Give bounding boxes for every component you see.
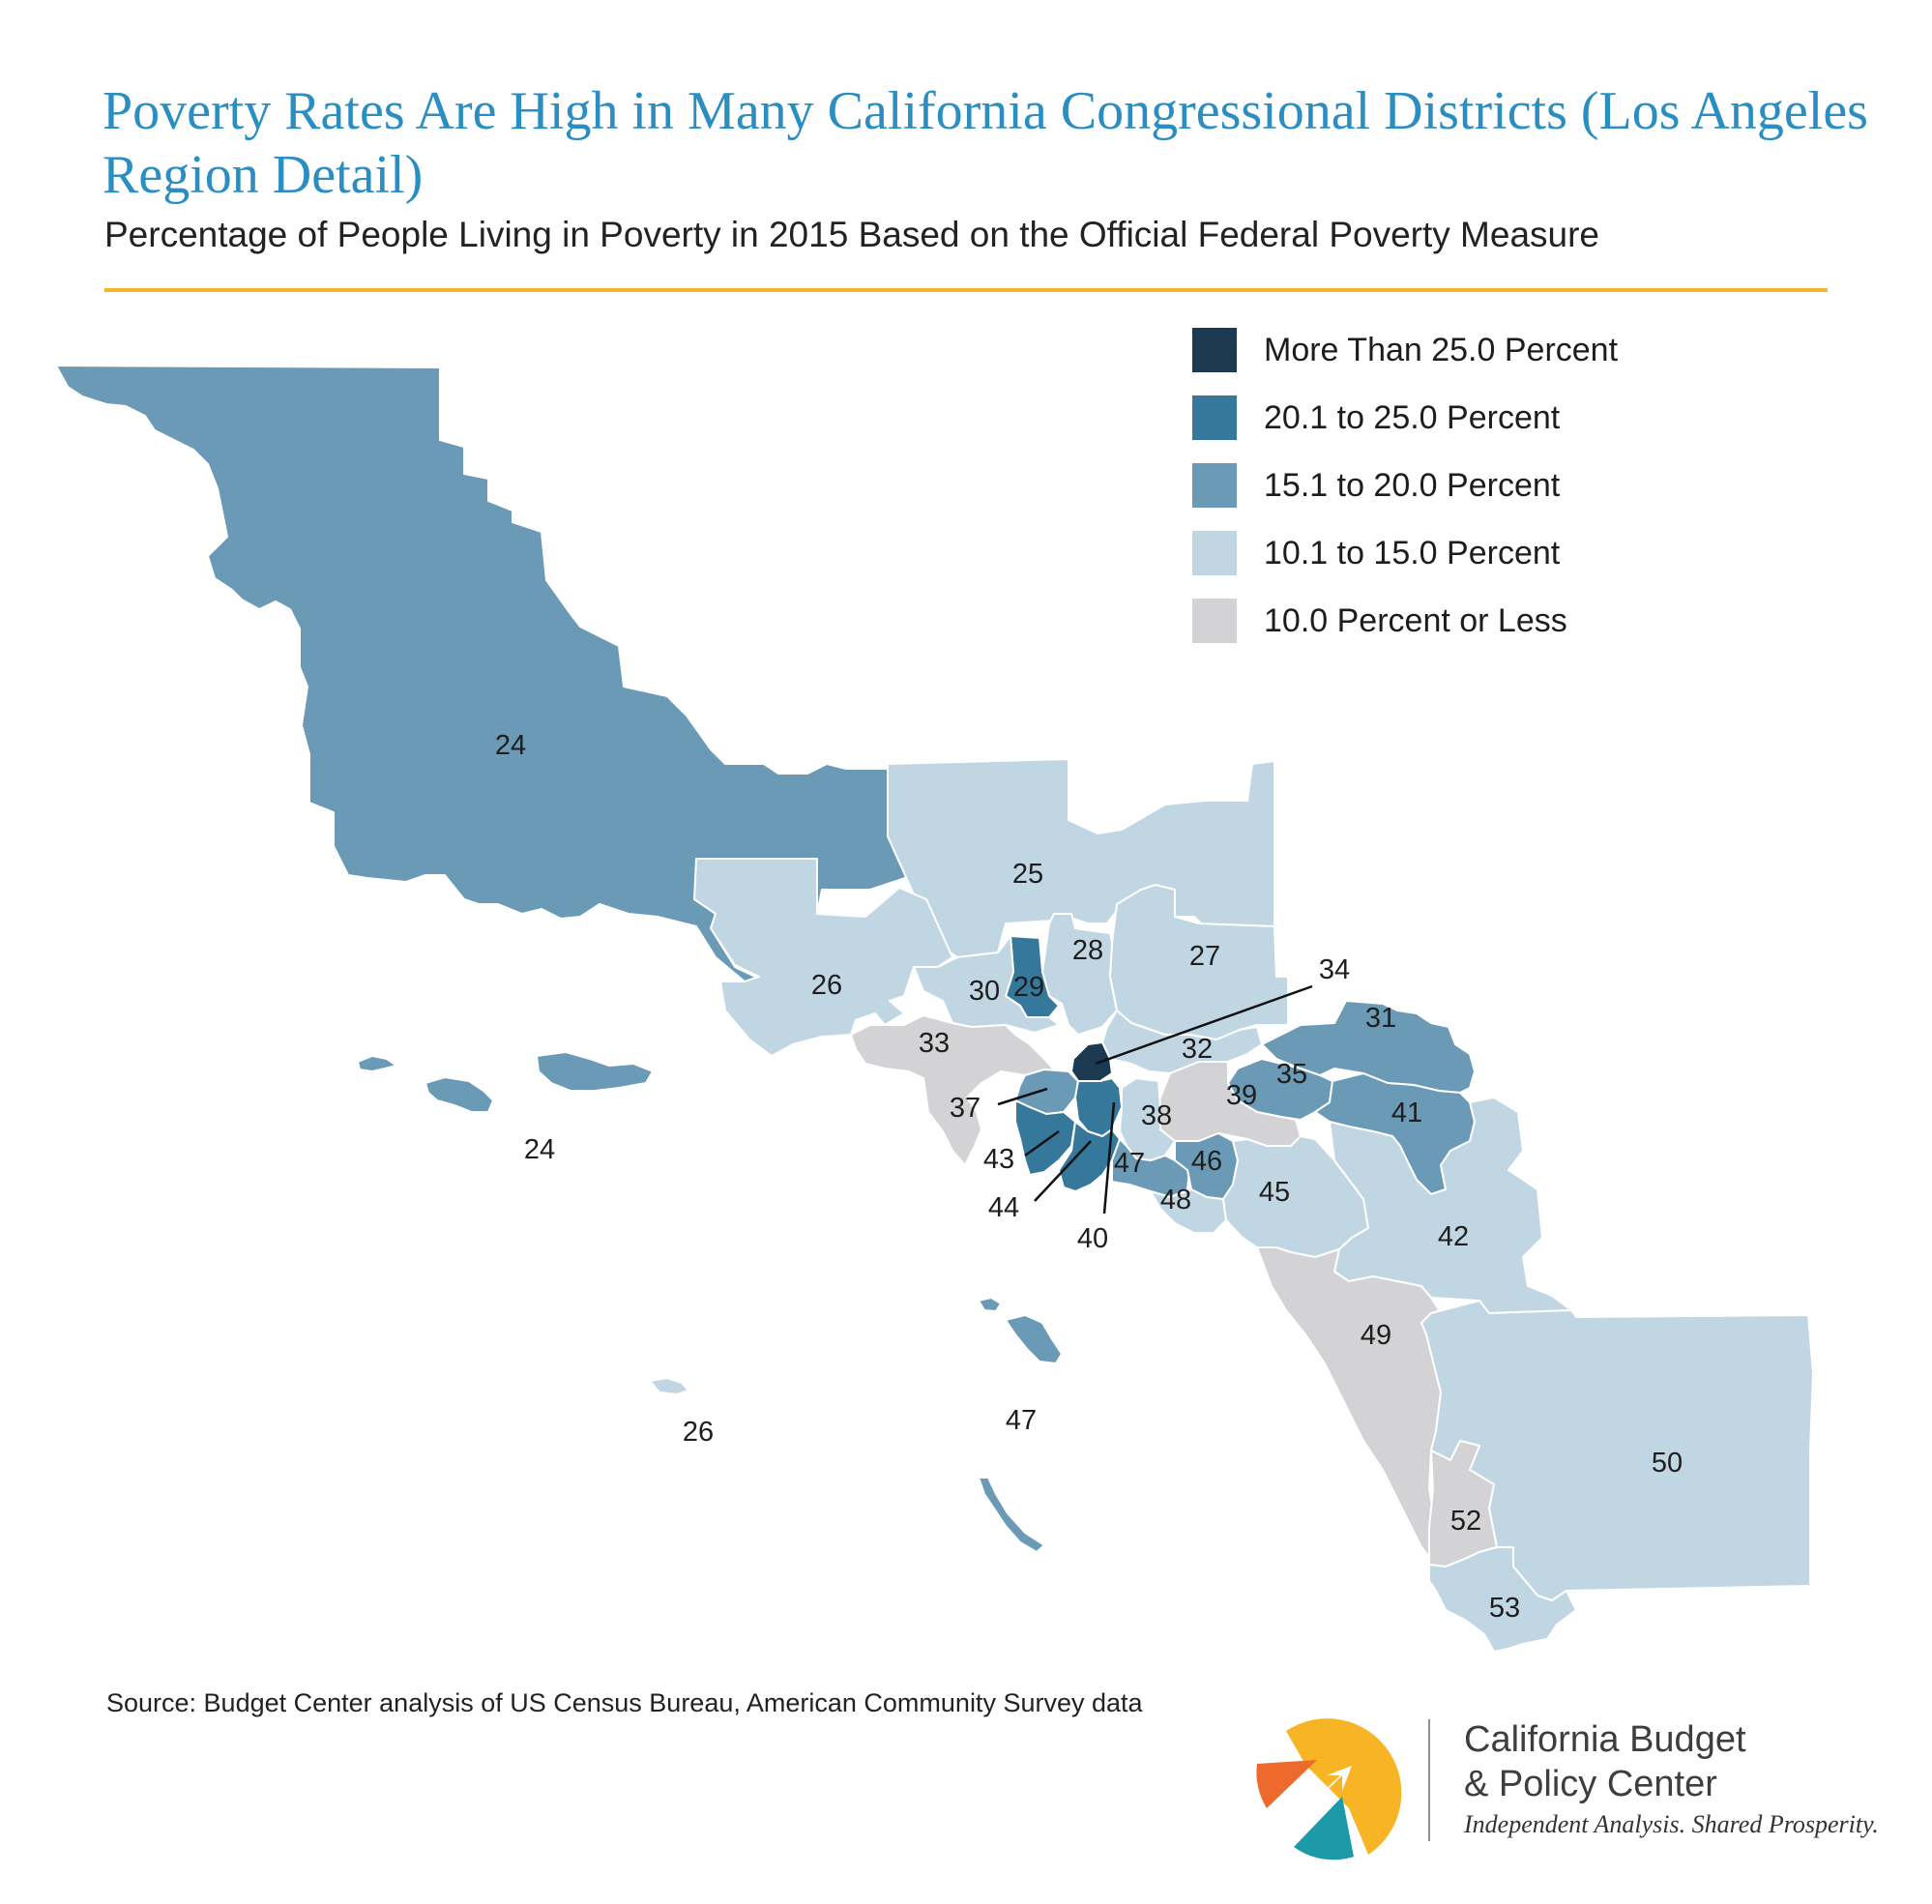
district-53-region[interactable] — [1428, 1546, 1577, 1653]
label-island-26: 26 — [683, 1417, 714, 1448]
legend-item-15-20: 15.1 to 20.0 Percent — [1192, 462, 1618, 509]
chart-title: Poverty Rates Are High in Many Californi… — [102, 81, 1868, 205]
legend-item-over-25: More Than 25.0 Percent — [1192, 327, 1618, 373]
label-district-34: 34 — [1319, 954, 1350, 985]
legend-label: 20.1 to 25.0 Percent — [1264, 398, 1561, 436]
leader-line-43 — [1024, 1129, 1060, 1157]
label-district-38: 38 — [1141, 1100, 1172, 1131]
district-26-region[interactable] — [693, 858, 953, 1057]
label-district-45: 45 — [1259, 1177, 1290, 1208]
island-26-san-nicolas[interactable] — [649, 1377, 689, 1395]
district-49-region[interactable] — [1256, 1246, 1442, 1558]
district-30-region[interactable] — [913, 935, 1060, 1034]
label-district-33: 33 — [919, 1028, 950, 1059]
label-district-30: 30 — [969, 976, 1000, 1007]
district-44-region[interactable] — [1058, 1121, 1121, 1192]
leader-line-44 — [1034, 1140, 1092, 1202]
source-note: Source: Budget Center analysis of US Cen… — [106, 1688, 1143, 1717]
label-district-44: 44 — [988, 1192, 1019, 1223]
logo-divider — [1428, 1719, 1430, 1841]
label-district-40: 40 — [1077, 1223, 1108, 1254]
legend-swatch — [1192, 328, 1237, 372]
organization-tagline: Independent Analysis. Shared Prosperity. — [1464, 1810, 1879, 1838]
district-33-region[interactable] — [850, 1014, 1060, 1166]
legend-item-20-25: 20.1 to 25.0 Percent — [1192, 395, 1618, 441]
island-24-anacapa[interactable] — [357, 1055, 397, 1072]
logo-arrow — [1305, 1766, 1352, 1810]
cbpc-logo-icon — [1256, 1718, 1402, 1860]
district-42-region[interactable] — [1329, 1097, 1572, 1314]
legend-label: 10.1 to 15.0 Percent — [1264, 534, 1561, 571]
label-district-50: 50 — [1652, 1448, 1683, 1479]
label-district-46: 46 — [1191, 1146, 1222, 1177]
label-district-41: 41 — [1391, 1098, 1422, 1128]
label-district-42: 42 — [1438, 1221, 1469, 1252]
organization-name: California Budget & Policy Center — [1464, 1717, 1746, 1806]
island-47-catalina[interactable] — [1005, 1314, 1063, 1364]
island-24-santa-rosa[interactable] — [536, 1051, 654, 1092]
label-district-39: 39 — [1226, 1080, 1257, 1111]
org-name-line2: & Policy Center — [1464, 1764, 1717, 1804]
label-district-48: 48 — [1160, 1185, 1191, 1216]
legend: More Than 25.0 Percent 20.1 to 25.0 Perc… — [1192, 327, 1618, 665]
leader-line-40 — [1102, 1101, 1116, 1215]
label-district-32: 32 — [1182, 1034, 1213, 1065]
title-divider — [104, 288, 1828, 292]
label-island-47: 47 — [1006, 1405, 1037, 1436]
label-district-31: 31 — [1365, 1003, 1396, 1034]
label-district-37: 37 — [950, 1093, 981, 1124]
org-name-line1: California Budget — [1464, 1719, 1746, 1760]
chart-subtitle: Percentage of People Living in Poverty i… — [104, 215, 1599, 254]
label-district-35: 35 — [1276, 1059, 1307, 1090]
label-district-29: 29 — [1013, 972, 1044, 1003]
legend-swatch — [1192, 463, 1237, 508]
district-34-region[interactable] — [1070, 1041, 1113, 1082]
island-47-santa-barbara[interactable] — [978, 1297, 1002, 1312]
leader-line-34 — [1095, 984, 1313, 1066]
label-district-25: 25 — [1012, 859, 1043, 890]
island-24-santa-cruz[interactable] — [424, 1076, 494, 1113]
label-district-26: 26 — [811, 970, 842, 1001]
district-24-region[interactable] — [55, 365, 929, 982]
logo-teal-wedge — [1294, 1797, 1354, 1860]
label-district-52: 52 — [1450, 1506, 1481, 1537]
label-district-27: 27 — [1189, 941, 1220, 972]
legend-swatch — [1192, 531, 1237, 575]
legend-item-10-15: 10.1 to 15.0 Percent — [1192, 530, 1618, 576]
legend-label: 15.1 to 20.0 Percent — [1264, 466, 1561, 504]
label-district-24: 24 — [495, 730, 526, 761]
label-island-24: 24 — [524, 1134, 555, 1165]
district-43-region[interactable] — [1014, 1099, 1076, 1176]
label-district-43: 43 — [983, 1144, 1014, 1175]
legend-label: More Than 25.0 Percent — [1264, 331, 1619, 368]
island-47-san-clemente[interactable] — [978, 1477, 1045, 1553]
legend-item-under-10: 10.0 Percent or Less — [1192, 598, 1618, 644]
label-district-28: 28 — [1072, 935, 1103, 966]
leader-line-37 — [997, 1087, 1048, 1106]
logo-orange-wedge — [1256, 1760, 1317, 1808]
legend-swatch — [1192, 395, 1237, 440]
legend-swatch — [1192, 599, 1237, 643]
label-district-49: 49 — [1361, 1320, 1391, 1351]
label-district-47: 47 — [1114, 1148, 1145, 1179]
label-district-53: 53 — [1489, 1593, 1520, 1624]
district-28-region[interactable] — [1041, 913, 1118, 1036]
legend-label: 10.0 Percent or Less — [1264, 601, 1567, 639]
